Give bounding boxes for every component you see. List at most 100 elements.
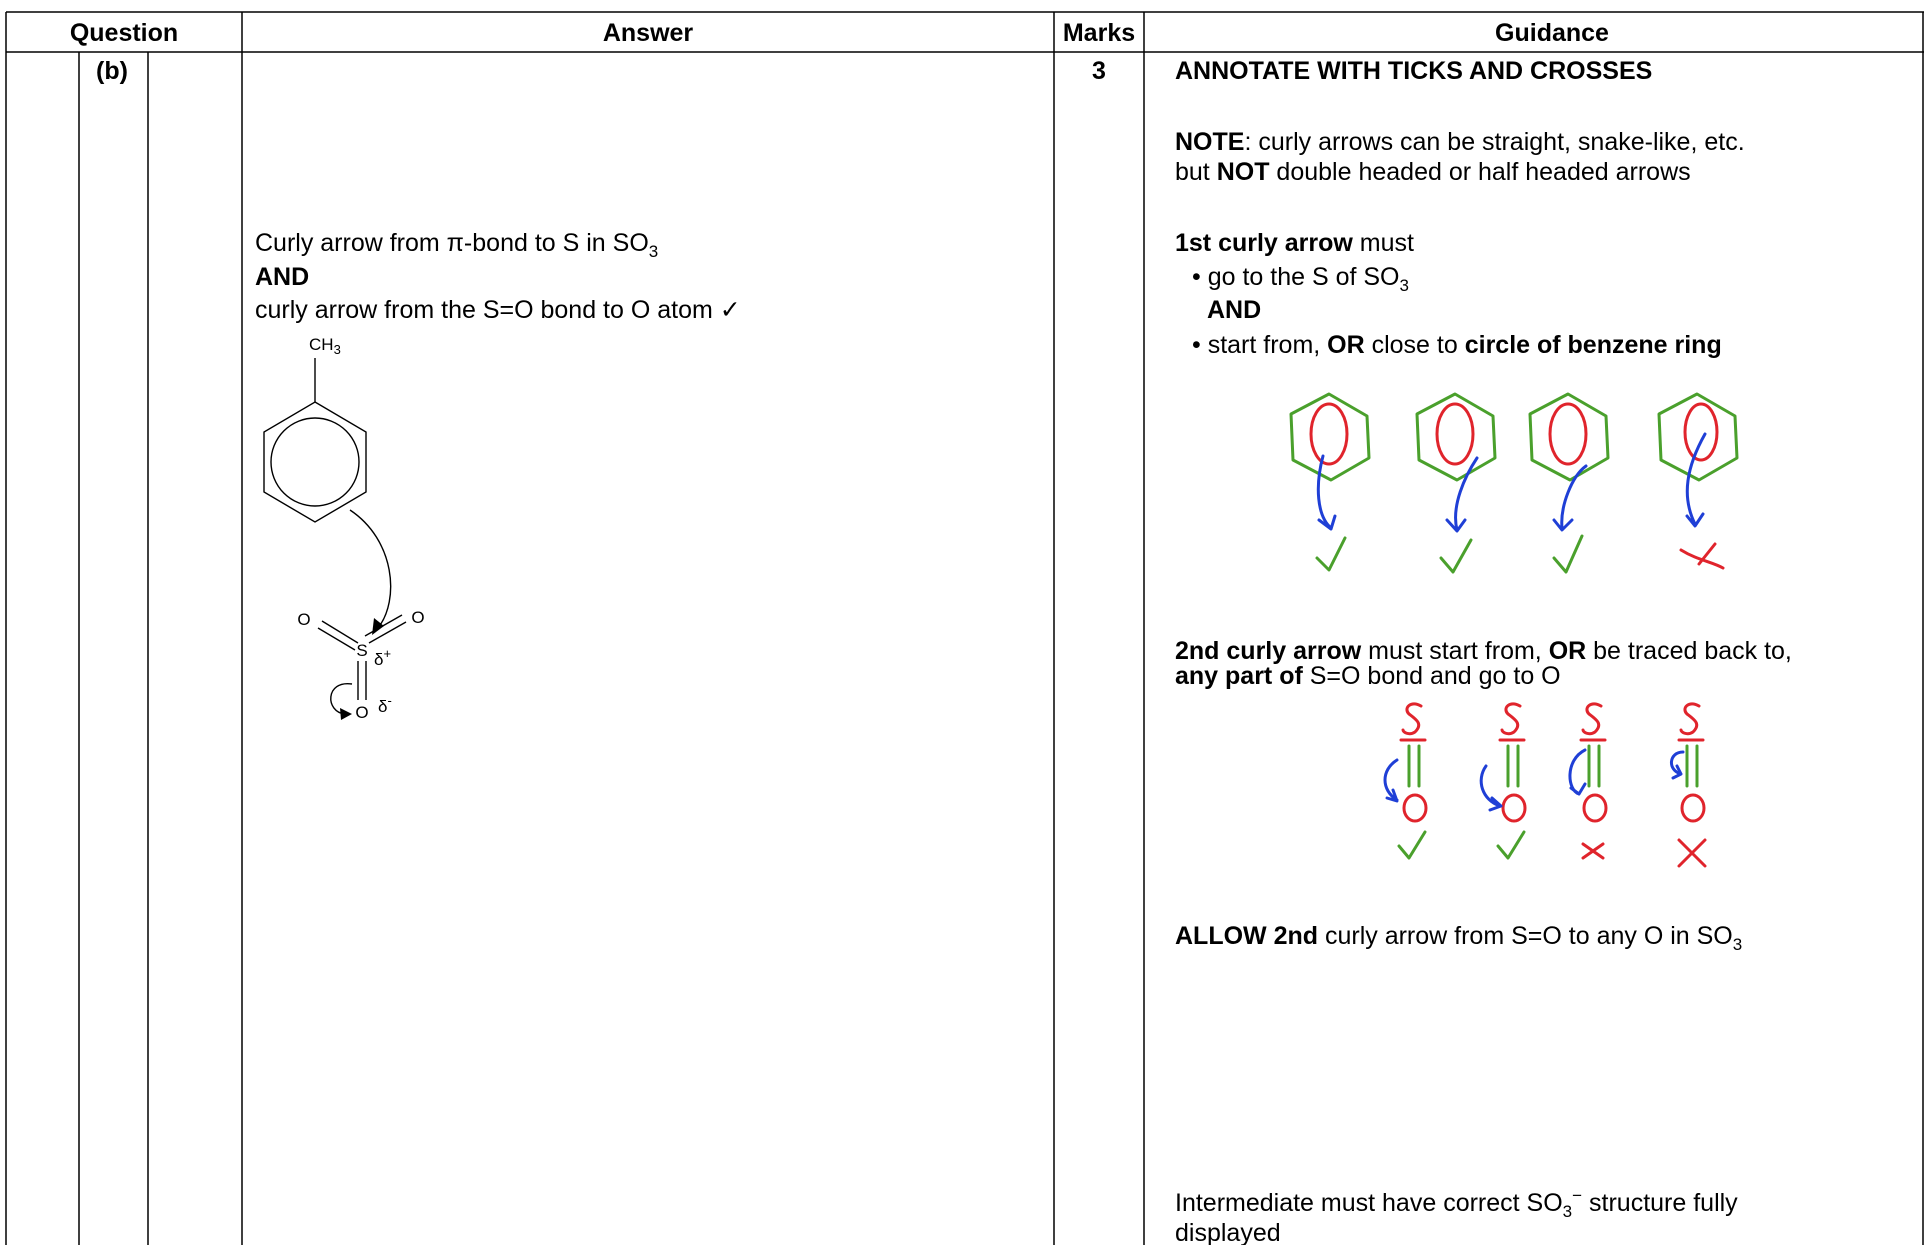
guidance-line: NOTE: curly arrows can be straight, snak… <box>1175 128 1745 156</box>
text: : curly arrows can be straight, snake-li… <box>1244 128 1744 156</box>
stroke <box>1548 402 1588 466</box>
text: CH <box>309 335 334 354</box>
text: δ <box>374 650 383 669</box>
text: but <box>1175 158 1217 186</box>
guidance-line: but NOT double headed or half headed arr… <box>1175 158 1691 186</box>
text: Curly arrow from π-bond to S in SO <box>255 229 649 257</box>
methyl-label: CH3 <box>309 335 341 357</box>
answer-line: Curly arrow from π-bond to S in SO3 <box>255 229 658 261</box>
ring-circle <box>270 417 360 507</box>
stroke <box>1397 830 1427 860</box>
atom-label: O <box>297 610 310 629</box>
text: OR <box>1549 637 1587 665</box>
sketch <box>1383 702 1428 860</box>
guidance-line: • go to the S of SO3 <box>1192 263 1409 295</box>
guidance-line: 1st curly arrow must <box>1175 229 1414 257</box>
text: close to <box>1365 331 1465 359</box>
stroke <box>1528 392 1610 482</box>
subscript: 3 <box>1399 276 1408 295</box>
text: structure fully <box>1582 1189 1738 1217</box>
stroke <box>1402 793 1428 823</box>
charge-label: δ- <box>378 693 392 716</box>
benzene-ring <box>263 401 367 523</box>
atom-label: S <box>356 641 367 660</box>
text: • go to the S of SO <box>1192 263 1399 291</box>
charge-label: δ+ <box>374 646 391 669</box>
answer-line: AND <box>255 263 309 291</box>
stroke <box>1383 758 1399 803</box>
stroke <box>1415 392 1497 482</box>
header-answer: Answer <box>603 19 694 47</box>
header-question: Question <box>70 19 178 47</box>
stroke <box>1552 464 1588 532</box>
sketch <box>1479 702 1527 860</box>
guidance-line: • start from, OR close to circle of benz… <box>1192 331 1722 359</box>
sketch <box>1415 392 1497 574</box>
sketch <box>1289 392 1371 572</box>
guidance-line: ALLOW 2nd curly arrow from S=O to any O … <box>1175 922 1742 954</box>
guidance-line: displayed <box>1175 1219 1281 1245</box>
guidance-title: ANNOTATE WITH TICKS AND CROSSES <box>1175 57 1652 85</box>
ring-sketches <box>1289 392 1739 574</box>
sketch <box>1657 392 1739 570</box>
text: must start from, <box>1361 637 1549 665</box>
stroke <box>1315 536 1347 572</box>
stroke <box>1568 748 1587 796</box>
header-guidance: Guidance <box>1495 19 1609 47</box>
question-part: (b) <box>96 57 128 85</box>
superscript: − <box>1572 1186 1582 1205</box>
stroke <box>1657 392 1739 482</box>
bond <box>368 621 407 644</box>
stroke <box>1500 702 1522 736</box>
subscript: 3 <box>334 342 341 357</box>
subscript: 3 <box>649 242 658 261</box>
text: NOT <box>1217 158 1270 186</box>
text: circle of benzene ring <box>1465 331 1722 359</box>
text: double headed or half headed arrows <box>1269 158 1690 186</box>
stroke <box>1316 454 1337 531</box>
stroke <box>1501 793 1527 823</box>
stroke <box>1582 793 1608 823</box>
atom-label: O <box>411 608 424 627</box>
text: OR <box>1327 331 1365 359</box>
bond <box>317 627 356 651</box>
subscript: 3 <box>1733 935 1742 954</box>
stroke <box>1435 402 1475 466</box>
text: 1st curly arrow <box>1175 229 1353 257</box>
stroke <box>1677 838 1707 868</box>
stroke <box>1679 542 1725 570</box>
sketch <box>1568 702 1608 860</box>
text: curly arrow from S=O to any O in SO <box>1318 922 1733 950</box>
stroke <box>1680 793 1706 823</box>
atom-label: O <box>355 703 368 722</box>
guidance-line: Intermediate must have correct SO3− stru… <box>1175 1186 1738 1221</box>
sketch <box>1528 392 1610 574</box>
stroke <box>1552 534 1584 574</box>
stroke <box>1683 402 1719 462</box>
text: any part of <box>1175 662 1303 690</box>
bond <box>364 614 403 637</box>
text: ALLOW 2nd <box>1175 922 1318 950</box>
superscript: + <box>383 646 391 661</box>
stroke <box>1309 402 1349 466</box>
guidance-line: 2nd curly arrow must start from, OR be t… <box>1175 637 1792 665</box>
stroke <box>1679 702 1701 736</box>
text: δ <box>378 697 387 716</box>
sketch <box>1670 702 1707 868</box>
text: NOTE <box>1175 128 1244 156</box>
structure <box>263 358 407 720</box>
marks: 3 <box>1092 57 1106 85</box>
stroke <box>1581 842 1605 860</box>
stroke <box>1479 764 1503 812</box>
arrow-head <box>340 708 352 720</box>
text: Intermediate must have correct SO <box>1175 1189 1563 1217</box>
stroke <box>1439 538 1473 574</box>
header-marks: Marks <box>1063 19 1135 47</box>
text: • start from, <box>1192 331 1327 359</box>
stroke <box>1401 702 1423 736</box>
text: be traced back to, <box>1586 637 1792 665</box>
superscript: - <box>387 693 391 708</box>
answer-line: curly arrow from the S=O bond to O atom … <box>255 296 741 324</box>
